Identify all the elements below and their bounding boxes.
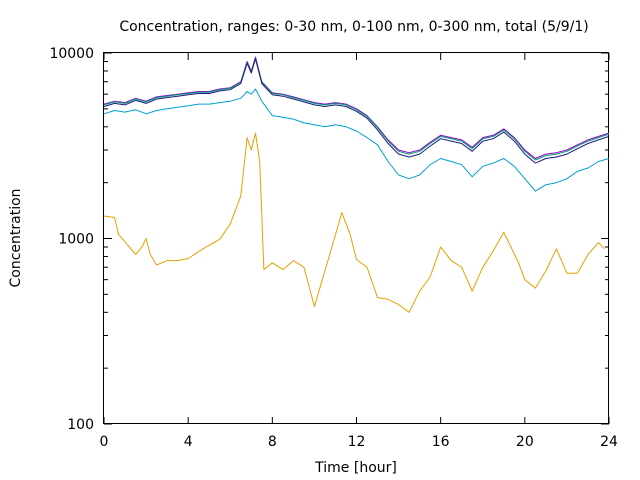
x-tick-label: 4 — [184, 434, 193, 450]
x-tick-label: 8 — [268, 434, 277, 450]
x-axis-ticks: 0 4 8 12 16 20 24 — [100, 53, 618, 450]
y-tick-label: 10000 — [49, 46, 94, 62]
x-tick-label: 16 — [432, 434, 450, 450]
x-axis-label: Time [hour] — [314, 460, 397, 476]
series-line-3 — [103, 56, 610, 159]
series-line-1 — [103, 132, 606, 313]
y-tick-label: 1000 — [58, 232, 94, 248]
y-axis-label: Concentration — [8, 188, 24, 287]
series-line-2 — [103, 88, 610, 192]
x-tick-label: 12 — [348, 434, 366, 450]
y-tick-label: 100 — [67, 417, 94, 433]
chart-title: Concentration, ranges: 0-30 nm, 0-100 nm… — [119, 19, 588, 35]
y-axis-ticks: 100 1000 10000 — [49, 46, 609, 433]
x-tick-label: 0 — [100, 434, 109, 450]
series-layer — [103, 56, 610, 313]
series-line-4 — [103, 57, 610, 161]
series-line-5 — [103, 58, 610, 164]
x-tick-label: 24 — [600, 434, 618, 450]
x-tick-label: 20 — [516, 434, 534, 450]
